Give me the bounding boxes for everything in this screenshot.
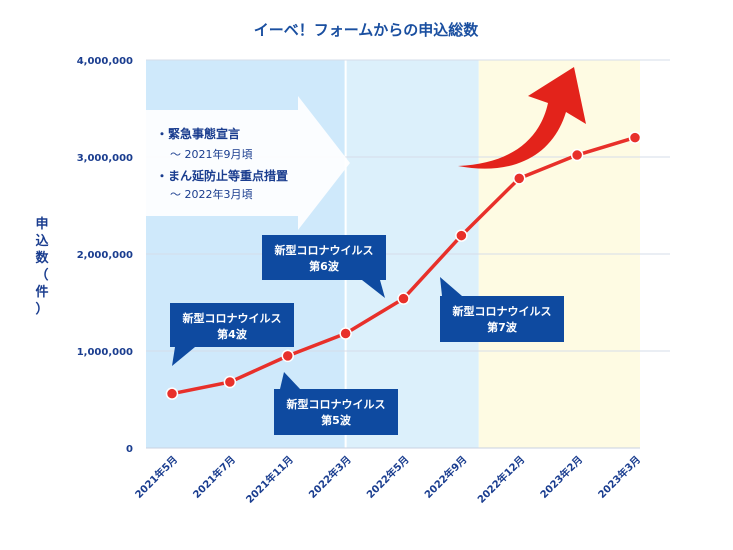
note-arrow-shape <box>146 96 350 230</box>
y-axis-label: 申込数（件） <box>35 216 49 317</box>
x-tick-label: 2021年11月 <box>243 453 296 506</box>
data-point <box>455 229 468 242</box>
callout-line-2: 第4波 <box>217 327 248 341</box>
callout-box <box>274 389 398 435</box>
x-tick-label: 2022年3月 <box>306 453 354 501</box>
y-tick-label: 0 <box>126 444 133 455</box>
data-point <box>223 375 237 389</box>
x-tick-label: 2022年9月 <box>422 453 470 501</box>
y-axis-label-char: 件 <box>35 284 48 300</box>
callout-line-1: 新型コロナウイルス <box>287 397 386 411</box>
callout-line-1: 新型コロナウイルス <box>275 243 374 257</box>
x-tick-label: 2023年2月 <box>537 453 585 501</box>
data-point <box>397 292 410 305</box>
y-axis-label-char: 込 <box>35 233 49 249</box>
callout-line-1: 新型コロナウイルス <box>183 311 282 325</box>
y-tick-label: 1,000,000 <box>77 347 133 358</box>
callout-box <box>170 303 294 347</box>
callout-tail <box>172 347 195 366</box>
chart-title: イーベ！フォームからの申込総数 <box>254 21 480 39</box>
callout-line-1: 新型コロナウイルス <box>453 304 552 318</box>
series-line <box>165 131 642 400</box>
trend-arrow <box>458 67 586 169</box>
callout-line-2: 第5波 <box>321 413 352 427</box>
x-tick-label: 2021年5月 <box>132 453 180 501</box>
data-point <box>628 131 642 144</box>
data-point <box>570 148 584 162</box>
x-tick-label: 2023年3月 <box>595 453 643 501</box>
x-tick-label: 2022年12月 <box>475 453 528 506</box>
x-tick-label: 2021年7月 <box>190 453 238 501</box>
data-point <box>513 172 526 185</box>
wave-callouts: 新型コロナウイルス第4波新型コロナウイルス第5波新型コロナウイルス第6波新型コロ… <box>170 235 564 435</box>
callout-tail <box>440 277 462 296</box>
callout-tail <box>362 280 385 298</box>
note-line: ・緊急事態宣言 <box>156 126 240 141</box>
callout-box <box>262 235 386 280</box>
data-point <box>339 327 352 340</box>
callout-line-2: 第7波 <box>487 320 518 334</box>
callout-tail <box>280 372 300 389</box>
callout-line-2: 第6波 <box>309 259 340 273</box>
callout-box <box>440 296 564 342</box>
data-point <box>165 387 179 400</box>
note-line: 〜 2021年9月頃 <box>170 147 253 161</box>
data-point <box>281 349 294 363</box>
y-axis-label-char: 申 <box>35 216 48 232</box>
note-line: 〜 2022年3月頃 <box>170 187 253 201</box>
x-tick-label: 2022年5月 <box>364 453 412 501</box>
trend-arrow-icon <box>458 67 586 169</box>
y-axis-label-char: ） <box>35 301 48 317</box>
emergency-note: ・緊急事態宣言〜 2021年9月頃・まん延防止等重点措置〜 2022年3月頃 <box>146 96 350 230</box>
y-tick-label: 2,000,000 <box>77 250 133 261</box>
y-axis-label-char: （ <box>35 267 48 283</box>
note-line: ・まん延防止等重点措置 <box>156 168 288 183</box>
y-tick-label: 3,000,000 <box>77 153 133 164</box>
y-tick-label: 4,000,000 <box>77 56 133 67</box>
y-axis-label-char: 数 <box>35 250 49 266</box>
